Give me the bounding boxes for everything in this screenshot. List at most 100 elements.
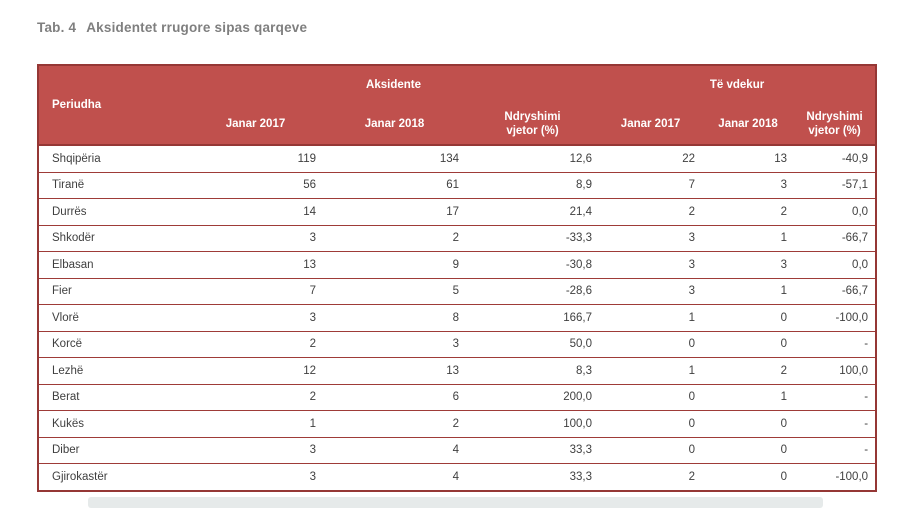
value-cell: 8,3 xyxy=(466,357,600,384)
value-cell: 0,0 xyxy=(794,251,877,278)
table-row: Lezhë 12 13 8,3 1 2 100,0 xyxy=(38,357,877,384)
table-body: Shqipëria 119 134 12,6 22 13 -40,9 Tiranë 56 61 8,… xyxy=(38,145,877,491)
region-cell: Tiranë xyxy=(38,171,188,199)
value-cell: 0 xyxy=(599,330,703,358)
value-cell: 12 xyxy=(188,357,323,384)
value-cell: 119 xyxy=(188,145,323,172)
column-header-vdekur-janar-2017: Janar 2017 xyxy=(599,104,703,145)
value-cell: 9 xyxy=(323,251,466,278)
column-header-vdekur-ndryshimi: Ndryshimi vjetor (%) xyxy=(794,104,877,145)
value-cell: 3 xyxy=(599,277,703,305)
value-cell: - xyxy=(794,383,877,411)
value-cell: 3 xyxy=(599,224,703,252)
value-cell: 0 xyxy=(702,330,795,358)
value-cell: 134 xyxy=(323,145,466,172)
region-cell: Elbasan xyxy=(38,251,188,278)
region-cell: Gjirokastër xyxy=(38,463,188,491)
table-row: Gjirokastër 3 4 33,3 2 0 -100,0 xyxy=(38,463,877,491)
table-row: Berat 2 6 200,0 0 1- xyxy=(38,383,877,411)
value-cell: 0 xyxy=(702,304,795,331)
value-cell: 13 xyxy=(188,251,323,278)
value-cell: 0 xyxy=(599,436,703,464)
table-row: Fier 7 5 -28,6 3 1 -66,7 xyxy=(38,277,877,305)
value-cell: 2 xyxy=(599,198,703,225)
region-cell: Shkodër xyxy=(38,224,188,252)
value-cell: 200,0 xyxy=(466,383,600,411)
value-cell: 7 xyxy=(599,171,703,199)
value-cell: 2 xyxy=(599,463,703,491)
region-cell: Vlorë xyxy=(38,304,188,331)
value-cell: 2 xyxy=(188,330,323,358)
value-cell: - xyxy=(794,410,877,437)
value-cell: 7 xyxy=(188,277,323,305)
value-cell: 1 xyxy=(702,277,795,305)
column-header-aksidente-janar-2017: Janar 2017 xyxy=(188,104,323,145)
value-cell: 2 xyxy=(702,198,795,225)
value-cell: - xyxy=(794,330,877,358)
value-cell: -40,9 xyxy=(794,145,877,172)
bottom-gray-strip xyxy=(88,497,823,508)
value-cell: 0 xyxy=(702,410,795,437)
region-cell: Shqipëria xyxy=(38,145,188,172)
column-header-periudha: Periudha xyxy=(38,65,188,145)
value-cell: 4 xyxy=(323,436,466,464)
value-cell: 1 xyxy=(188,410,323,437)
value-cell: -66,7 xyxy=(794,277,877,305)
value-cell: 0 xyxy=(599,410,703,437)
value-cell: 3 xyxy=(188,224,323,252)
value-cell: 4 xyxy=(323,463,466,491)
table-row: Shqipëria 119 134 12,6 22 13 -40,9 xyxy=(38,145,877,172)
table-row: Korcë 2 3 50,0 0 0- xyxy=(38,330,877,358)
value-cell: 1 xyxy=(599,357,703,384)
value-cell: 3 xyxy=(188,463,323,491)
value-cell: 1 xyxy=(599,304,703,331)
group-header-aksidente: Aksidente xyxy=(188,65,600,104)
value-cell: -33,3 xyxy=(466,224,600,252)
region-cell: Lezhë xyxy=(38,357,188,384)
column-header-vdekur-janar-2018: Janar 2018 xyxy=(702,104,795,145)
value-cell: 33,3 xyxy=(466,436,600,464)
value-cell: 6 xyxy=(323,383,466,411)
value-cell: 17 xyxy=(323,198,466,225)
value-cell: 0 xyxy=(702,463,795,491)
value-cell: 8 xyxy=(323,304,466,331)
value-cell: 8,9 xyxy=(466,171,600,199)
value-cell: 61 xyxy=(323,171,466,199)
value-cell: -57,1 xyxy=(794,171,877,199)
value-cell: 100,0 xyxy=(794,357,877,384)
value-cell: 166,7 xyxy=(466,304,600,331)
region-cell: Korcë xyxy=(38,330,188,358)
value-cell: 14 xyxy=(188,198,323,225)
table-number: Tab. 4 xyxy=(37,20,77,35)
table-title-text: Aksidentet rrugore sipas qarqeve xyxy=(86,20,308,35)
table-row: Kukës 1 2 100,0 0 0- xyxy=(38,410,877,437)
accidents-by-district-table: Periudha Aksidente Të vdekur Janar 2017 … xyxy=(37,64,878,492)
value-cell: 3 xyxy=(323,330,466,358)
value-cell: 0 xyxy=(702,436,795,464)
column-header-aksidente-janar-2018: Janar 2018 xyxy=(323,104,466,145)
value-cell: -30,8 xyxy=(466,251,600,278)
value-cell: 13 xyxy=(702,145,795,172)
table-row: Diber 3 4 33,3 0 0- xyxy=(38,436,877,464)
value-cell: 2 xyxy=(323,224,466,252)
table-row: Tiranë 56 61 8,9 7 3 -57,1 xyxy=(38,171,877,199)
value-cell: 3 xyxy=(188,436,323,464)
value-cell: 3 xyxy=(188,304,323,331)
value-cell: 3 xyxy=(702,171,795,199)
value-cell: 1 xyxy=(702,224,795,252)
value-cell: -100,0 xyxy=(794,304,877,331)
value-cell: 0 xyxy=(599,383,703,411)
table-row: Elbasan 13 9 -30,8 3 3 0,0 xyxy=(38,251,877,278)
table-header: Periudha Aksidente Të vdekur Janar 2017 … xyxy=(38,65,877,145)
value-cell: -66,7 xyxy=(794,224,877,252)
table-row: Durrës 14 17 21,4 2 2 0,0 xyxy=(38,198,877,225)
value-cell: 21,4 xyxy=(466,198,600,225)
value-cell: 3 xyxy=(702,251,795,278)
value-cell: 33,3 xyxy=(466,463,600,491)
value-cell: 2 xyxy=(702,357,795,384)
region-cell: Fier xyxy=(38,277,188,305)
value-cell: 50,0 xyxy=(466,330,600,358)
value-cell: 3 xyxy=(599,251,703,278)
value-cell: 2 xyxy=(323,410,466,437)
